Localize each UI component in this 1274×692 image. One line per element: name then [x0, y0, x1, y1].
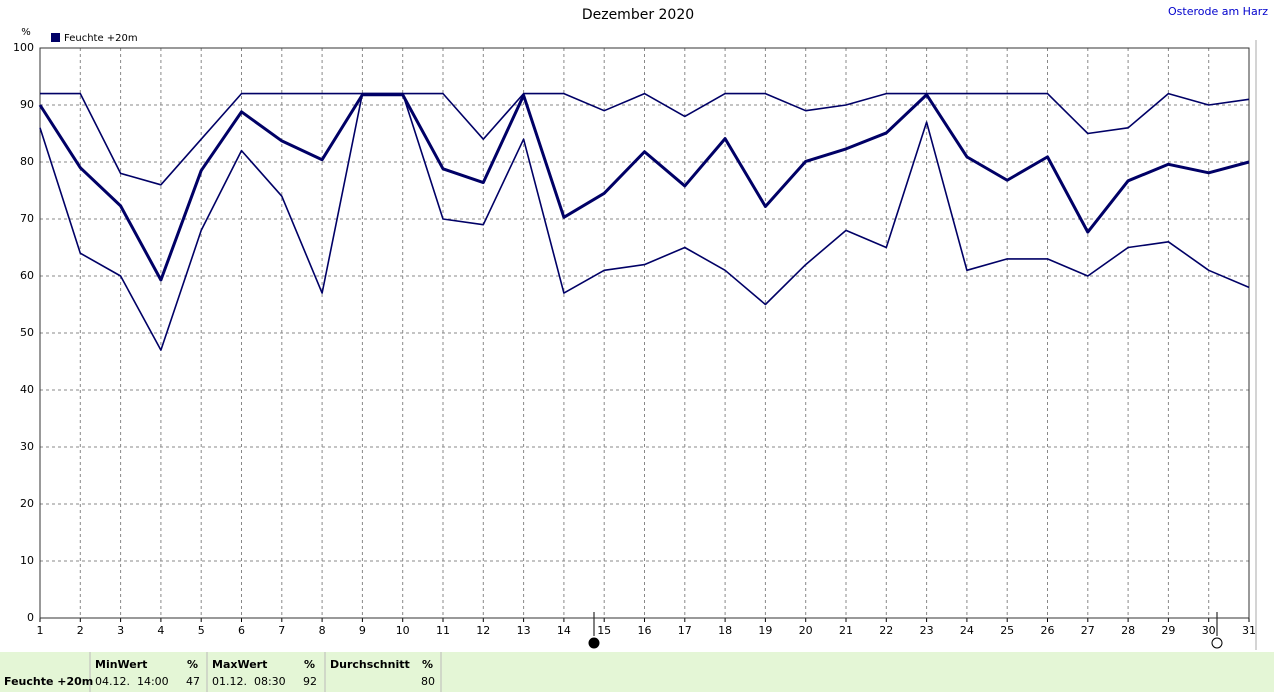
chart-title: Dezember 2020	[582, 7, 694, 23]
series-line	[40, 92, 1250, 186]
y-tick-label: 50	[20, 326, 34, 339]
legend-swatch	[51, 33, 60, 42]
x-tick-label: 26	[1041, 624, 1055, 637]
summary-header: MaxWert	[212, 658, 267, 671]
y-tick-label: 30	[20, 440, 34, 453]
x-tick-label: 5	[198, 624, 205, 637]
x-tick-label: 24	[960, 624, 974, 637]
y-tick-label: 10	[20, 554, 34, 567]
summary-table: Feuchte +20m MinWert % 04.12. 14:00 47 MaxWe…	[0, 652, 1274, 692]
y-tick-label: 80	[20, 155, 34, 168]
x-tick-label: 6	[238, 624, 245, 637]
x-tick-label: 3	[117, 624, 124, 637]
summary-header: MinWert	[95, 658, 147, 671]
x-tick-label: 20	[799, 624, 813, 637]
summary-unit: %	[304, 658, 315, 671]
station: Osterode am Harz	[1168, 5, 1268, 18]
x-tick-label: 30	[1202, 624, 1216, 637]
new-moon-icon	[588, 637, 600, 649]
x-tick-label: 15	[597, 624, 611, 637]
x-tick-label: 29	[1161, 624, 1175, 637]
summary-header: Durchschnitt	[330, 658, 410, 671]
summary-value: 92	[303, 675, 317, 688]
summary-value: 80	[421, 675, 435, 688]
y-tick-label: 100	[13, 41, 34, 54]
series-line	[39, 92, 1250, 351]
plot-frame	[39, 47, 1250, 619]
x-tick-label: 18	[718, 624, 732, 637]
x-tick-label: 25	[1000, 624, 1014, 637]
x-tick-label: 9	[359, 624, 366, 637]
y-tick-label: 0	[27, 611, 34, 624]
y-axis-label: %	[21, 27, 31, 38]
summary-time: 04.12. 14:00	[95, 675, 169, 688]
x-tick-label: 13	[517, 624, 531, 637]
x-tick-label: 22	[879, 624, 893, 637]
x-tick-label: 19	[758, 624, 772, 637]
summary-row-label: Feuchte +20m	[4, 675, 93, 688]
x-tick-label: 27	[1081, 624, 1095, 637]
y-tick-label: 40	[20, 383, 34, 396]
x-tick-label: 16	[638, 624, 652, 637]
x-tick-label: 7	[278, 624, 285, 637]
summary-value: 47	[186, 675, 200, 688]
x-tick-label: 28	[1121, 624, 1135, 637]
summary-background	[0, 652, 1274, 692]
legend-label: Feuchte +20m	[64, 33, 138, 44]
x-tick-label: 8	[319, 624, 326, 637]
summary-unit: %	[422, 658, 433, 671]
full-moon-icon	[1211, 637, 1223, 649]
y-tick-label: 90	[20, 98, 34, 111]
y-tick-label: 60	[20, 269, 34, 282]
x-tick-label: 12	[476, 624, 490, 637]
x-tick-label: 17	[678, 624, 692, 637]
x-tick-label: 31	[1242, 624, 1256, 637]
x-tick-label: 4	[157, 624, 164, 637]
x-tick-label: 23	[920, 624, 934, 637]
x-tick-label: 14	[557, 624, 571, 637]
x-tick-label: 21	[839, 624, 853, 637]
x-tick-label: 1	[37, 624, 44, 637]
series-line	[38, 93, 1250, 282]
x-tick-label: 11	[436, 624, 450, 637]
y-tick-label: 20	[20, 497, 34, 510]
x-tick-label: 2	[77, 624, 84, 637]
x-tick-label: 10	[396, 624, 410, 637]
y-tick-label: 70	[20, 212, 34, 225]
summary-unit: %	[187, 658, 198, 671]
summary-time: 01.12. 08:30	[212, 675, 286, 688]
